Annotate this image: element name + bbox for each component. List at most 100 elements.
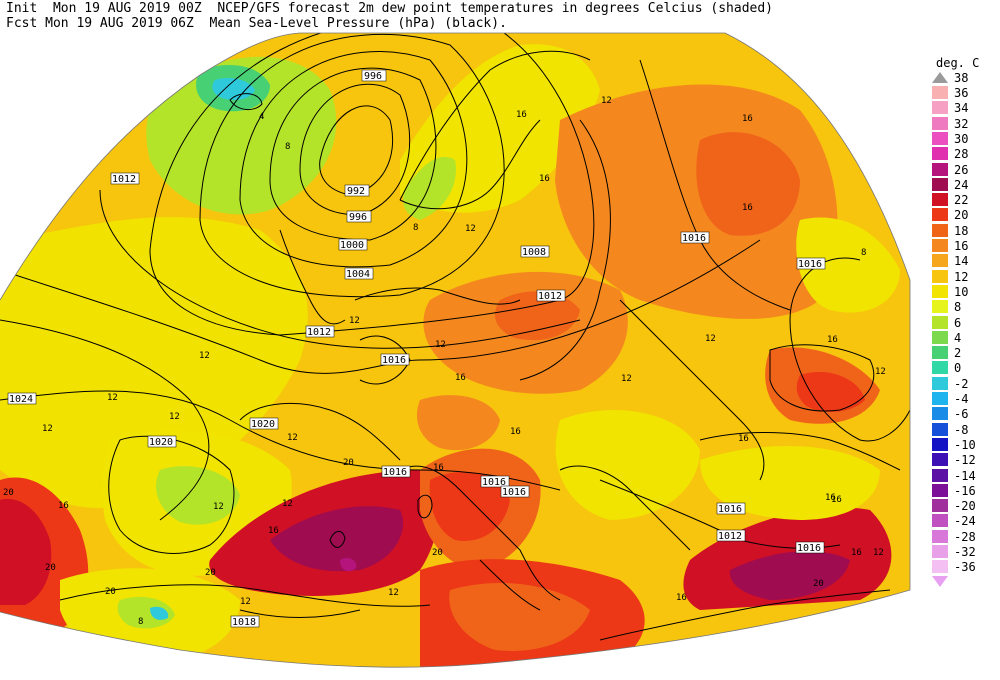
shading-label: 20: [105, 587, 116, 597]
isobar-label: 1012: [538, 291, 562, 302]
isobar-label: 1016: [682, 233, 706, 244]
colorbar-label: 18: [954, 223, 969, 238]
shading-label: 16: [831, 495, 842, 505]
isobar-label: 1016: [798, 259, 822, 270]
shading-label: 20: [343, 458, 354, 468]
colorbar-swatch: [932, 86, 948, 99]
shading-label: 12: [435, 340, 446, 350]
colorbar-label: 10: [954, 284, 969, 299]
colorbar-label: 16: [954, 239, 969, 253]
shading-label: 16: [433, 463, 444, 473]
shading-label: 12: [213, 502, 224, 512]
shading-label: 16: [510, 427, 521, 437]
shading-label: 12: [169, 412, 180, 422]
shading-label: 16: [742, 203, 753, 213]
isobar-label: 992: [347, 186, 365, 197]
header-line-2: Fcst Mon 19 AUG 2019 06Z Mean Sea-Level …: [6, 16, 507, 31]
isobar-label: 1004: [346, 269, 370, 280]
colorbar-label: 36: [954, 86, 969, 100]
shading-label: 8: [138, 617, 143, 627]
header-line-1: Init Mon 19 AUG 2019 00Z NCEP/GFS foreca…: [6, 1, 774, 16]
isobar-label: 1008: [522, 247, 546, 258]
isobar-labels: 996 992 996 1000 1004 1008 1012 1012 101…: [7, 69, 826, 628]
colorbar-swatch: [932, 300, 948, 314]
shading-label: 4: [259, 112, 264, 122]
shading-label: 12: [282, 499, 293, 509]
shading-label: 20: [205, 568, 216, 578]
colorbar-swatch: [932, 499, 948, 513]
colorbar-top-arrow-icon: [932, 72, 948, 83]
shading-label: 12: [240, 597, 251, 607]
colorbar-label: -36: [954, 560, 976, 575]
colorbar-label: -6: [954, 407, 969, 422]
shading-label: 20: [45, 563, 56, 573]
colorbar-label: 4: [954, 330, 962, 345]
isobar-label: 996: [349, 212, 367, 223]
isobar-label: 1016: [383, 467, 407, 478]
isobar-label: 1018: [232, 617, 256, 628]
colorbar-label: -8: [954, 422, 969, 437]
shading-label: 16: [58, 501, 69, 511]
shading-label: 8: [413, 223, 418, 233]
colorbar-swatch: [932, 147, 948, 161]
colorbar-label: -2: [954, 376, 969, 391]
colorbar-swatch: [932, 269, 948, 283]
isobar-label: 1016: [382, 355, 406, 366]
colorbar-swatch: [932, 437, 948, 451]
isobar-label: 1016: [718, 504, 742, 515]
shading-label: 16: [455, 373, 466, 383]
isobar-label: 1016: [797, 543, 821, 554]
colorbar-swatch: [932, 116, 948, 130]
colorbar-title: deg. C: [936, 56, 980, 70]
colorbar-label: 24: [954, 177, 969, 192]
shading-label: 16: [742, 114, 753, 124]
colorbar-swatch: [932, 284, 948, 298]
shading-label: 20: [3, 488, 14, 498]
shading-label: 12: [705, 334, 716, 344]
colorbar-swatch: [932, 131, 948, 145]
colorbar-label: -20: [954, 499, 976, 514]
colorbar-swatch: [932, 376, 948, 390]
colorbar-swatch: [932, 223, 948, 237]
colorbar-label: -28: [954, 529, 976, 544]
shading-label: 16: [825, 493, 836, 503]
colorbar-swatch: [932, 254, 948, 268]
isobar-label: 1000: [340, 240, 364, 251]
colorbar-label: 6: [954, 315, 962, 330]
colorbar-swatch: [932, 407, 948, 421]
colorbar-swatch: [932, 330, 948, 344]
isobar-label: 1012: [112, 174, 136, 185]
colorbar-swatch: [932, 162, 948, 176]
colorbar-swatch: [932, 177, 948, 191]
isobar-label: 1016: [482, 477, 506, 488]
colorbar-label: 2: [954, 346, 962, 361]
colorbar-label: 20: [954, 208, 969, 223]
isobars: [0, 33, 910, 618]
shading-labels: 4 8 8 12 12 12 12 12 12 12 12 12 12 12 1…: [3, 96, 886, 627]
shading-label: 8: [861, 248, 866, 258]
isobar-label: 1012: [718, 531, 742, 542]
isobar-label: 1020: [149, 437, 173, 448]
colorbar-label: 0: [954, 361, 962, 376]
shading-label: 12: [601, 96, 612, 106]
colorbar-swatch: [932, 208, 948, 222]
colorbar-swatch: [932, 315, 948, 329]
colorbar-swatch: [932, 193, 948, 207]
colorbar-label: 12: [954, 269, 969, 284]
shading-label: 12: [873, 548, 884, 558]
colorbar-label: -16: [954, 483, 976, 498]
colorbar-label: 8: [954, 300, 962, 315]
shading-label: 16: [268, 526, 279, 536]
colorbar-swatch: [932, 392, 948, 405]
shading-label: 20: [813, 579, 824, 589]
colorbar-swatch: [932, 239, 948, 252]
colorbar-label: 28: [954, 147, 969, 162]
shading-label: 16: [539, 174, 550, 184]
colorbar-swatch: [932, 514, 948, 528]
colorbar-label: 26: [954, 162, 969, 177]
colorbar-swatch: [932, 346, 948, 360]
shading-label: 16: [516, 110, 527, 120]
colorbar-label: -32: [954, 545, 976, 559]
shading-label: 8: [285, 142, 290, 152]
shaded-field: [0, 33, 910, 668]
